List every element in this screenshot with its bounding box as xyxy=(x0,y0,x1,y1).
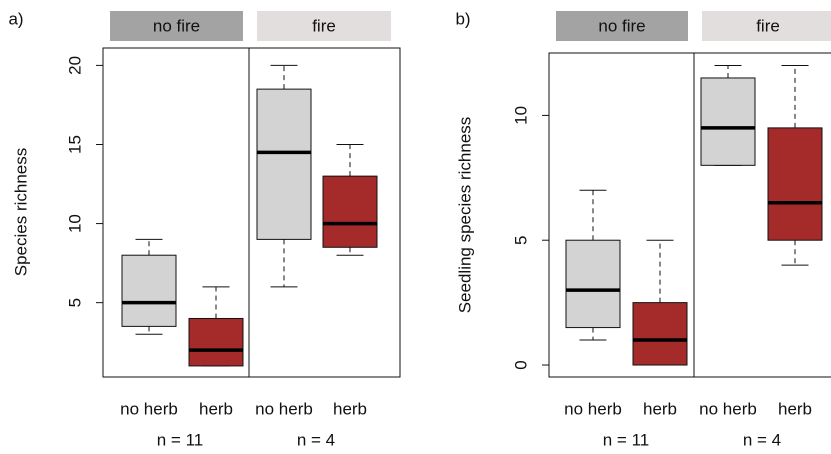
y-tick-label: 10 xyxy=(65,214,84,233)
y-axis-label: Species richness xyxy=(11,148,30,277)
strip-label: fire xyxy=(312,16,336,35)
y-tick-label: 5 xyxy=(511,235,530,244)
box xyxy=(188,317,244,367)
y-tick-label: 20 xyxy=(65,56,84,75)
box xyxy=(700,77,756,166)
y-tick-label: 0 xyxy=(511,360,530,369)
x-tick-label: no herb xyxy=(699,399,757,418)
panel-label: b) xyxy=(455,9,470,28)
y-tick-label: 15 xyxy=(65,135,84,154)
x-tick-label: herb xyxy=(199,399,233,418)
n-label: n = 4 xyxy=(297,430,335,449)
y-tick-label: 10 xyxy=(511,106,530,125)
plot-frame xyxy=(548,52,831,378)
x-tick-label: no herb xyxy=(120,399,178,418)
strip-label: fire xyxy=(756,16,780,35)
box xyxy=(322,175,378,248)
x-tick-label: herb xyxy=(778,399,812,418)
strip xyxy=(556,11,688,41)
strip-label: no fire xyxy=(598,16,645,35)
box xyxy=(632,302,688,366)
y-tick-label: 5 xyxy=(65,298,84,307)
box xyxy=(256,88,312,240)
x-tick-label: herb xyxy=(333,399,367,418)
x-tick-label: no herb xyxy=(564,399,622,418)
box xyxy=(565,239,621,329)
plot-frame xyxy=(102,47,401,378)
y-axis-label: Seedling species richness xyxy=(455,117,474,314)
n-label: n = 11 xyxy=(603,430,649,449)
box xyxy=(121,254,177,327)
strip xyxy=(702,11,831,41)
box xyxy=(767,127,823,241)
x-tick-label: herb xyxy=(643,399,677,418)
panel-label: a) xyxy=(8,9,23,28)
strip xyxy=(257,11,391,41)
n-label: n = 4 xyxy=(743,430,781,449)
strip xyxy=(110,11,243,41)
n-label: n = 11 xyxy=(157,430,203,449)
strip-label: no fire xyxy=(153,16,200,35)
x-tick-label: no herb xyxy=(255,399,313,418)
